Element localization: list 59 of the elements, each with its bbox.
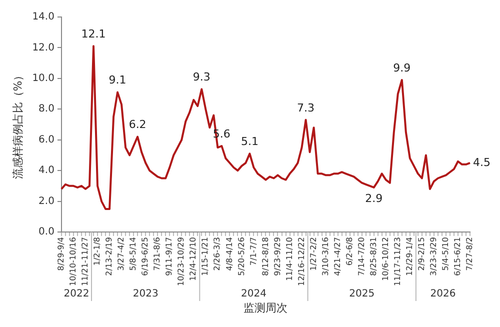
data-label: 9.3 [192, 70, 210, 84]
x-tick-label: 5/8-5/14 [128, 237, 138, 271]
x-tick-label: 3/23-3/29 [429, 237, 438, 276]
y-tick-label: 14.0 [32, 12, 54, 23]
x-tick-label: 7/1-7/7 [248, 237, 258, 266]
text: 2022 [64, 288, 90, 300]
x-tick-label: 1/2-1/8 [92, 237, 102, 266]
text: 2026 [430, 288, 456, 300]
x-tick-label: 7/14-7/20 [356, 237, 366, 276]
x-tick-label: 10/6-10/12 [380, 237, 390, 281]
x-tick-label: 8/25-8/31 [368, 237, 378, 276]
y-tick-label: 0.0 [38, 226, 54, 238]
x-tick-label: 9/11-9/17 [164, 237, 174, 276]
x-tick-label: 7/27-8/2 [465, 237, 474, 271]
x-tick-label: 2/9-2/15 [417, 237, 426, 271]
text: 2025 [349, 288, 375, 300]
data-label: 4.5 [473, 156, 490, 169]
x-tick-label: 11/21-11/27 [80, 237, 90, 286]
x-tick-label: 4/8-4/14 [224, 237, 234, 271]
data-label: 7.3 [297, 101, 315, 114]
x-tick-label: 3/10-3/16 [320, 237, 330, 276]
x-tick-label: 6/19-6/25 [140, 237, 150, 276]
x-tick-label: 12/4-12/10 [188, 237, 198, 281]
x-tick-label: 2/13-2/19 [104, 237, 114, 276]
x-tick-label: 3/27-4/2 [116, 237, 126, 271]
x-tick-label: 11/17-11/23 [392, 237, 402, 286]
x-tick-label: 9/23-9/29 [272, 237, 282, 276]
data-label: 6.2 [128, 118, 146, 132]
data-label: 12.1 [81, 28, 106, 41]
text: 2023 [132, 288, 158, 300]
y-tick-label: 2.0 [38, 196, 54, 207]
x-tick-label: 6/15-6/21 [453, 237, 462, 276]
data-label: 2.9 [365, 192, 383, 205]
x-tick-label: 10/23-10/29 [176, 237, 186, 286]
x-tick-label: 7/31-8/6 [152, 237, 162, 271]
x-tick-label: 8/29-9/4 [56, 237, 66, 271]
y-tick-label: 8.0 [38, 104, 54, 115]
y-tick-label: 12.0 [32, 42, 54, 54]
y-tick-label: 10.0 [32, 73, 54, 84]
x-tick-label: 12/29-1/4 [405, 237, 414, 276]
text: 2024 [240, 288, 266, 300]
x-axis-title: 监测周次 [244, 301, 288, 314]
x-tick-label: 5/20-5/26 [236, 237, 246, 276]
y-tick-label: 6.0 [38, 134, 54, 146]
data-label: 9.1 [108, 74, 126, 87]
x-tick-label: 11/4-11/10 [284, 237, 294, 281]
data-label: 5.1 [240, 135, 258, 148]
x-tick-label: 6/2-6/8 [344, 237, 354, 266]
x-tick-label: 2/26-3/3 [212, 237, 222, 271]
x-tick-label: 10/10-10/16 [68, 237, 78, 286]
x-tick-label: 1/15-1/21 [200, 237, 210, 276]
x-tick-label: 1/27-2/2 [308, 237, 318, 271]
data-label: 9.9 [393, 61, 411, 74]
x-tick-label: 5/4-5/10 [441, 237, 450, 271]
x-tick-label: 4/21-4/27 [332, 237, 342, 276]
x-tick-label: 8/12-8/18 [260, 237, 270, 276]
y-tick-label: 4.0 [38, 165, 54, 176]
x-tick-label: 12/16-12/22 [296, 237, 306, 286]
y-axis-title: 流感样病例占比（%） [11, 70, 24, 180]
